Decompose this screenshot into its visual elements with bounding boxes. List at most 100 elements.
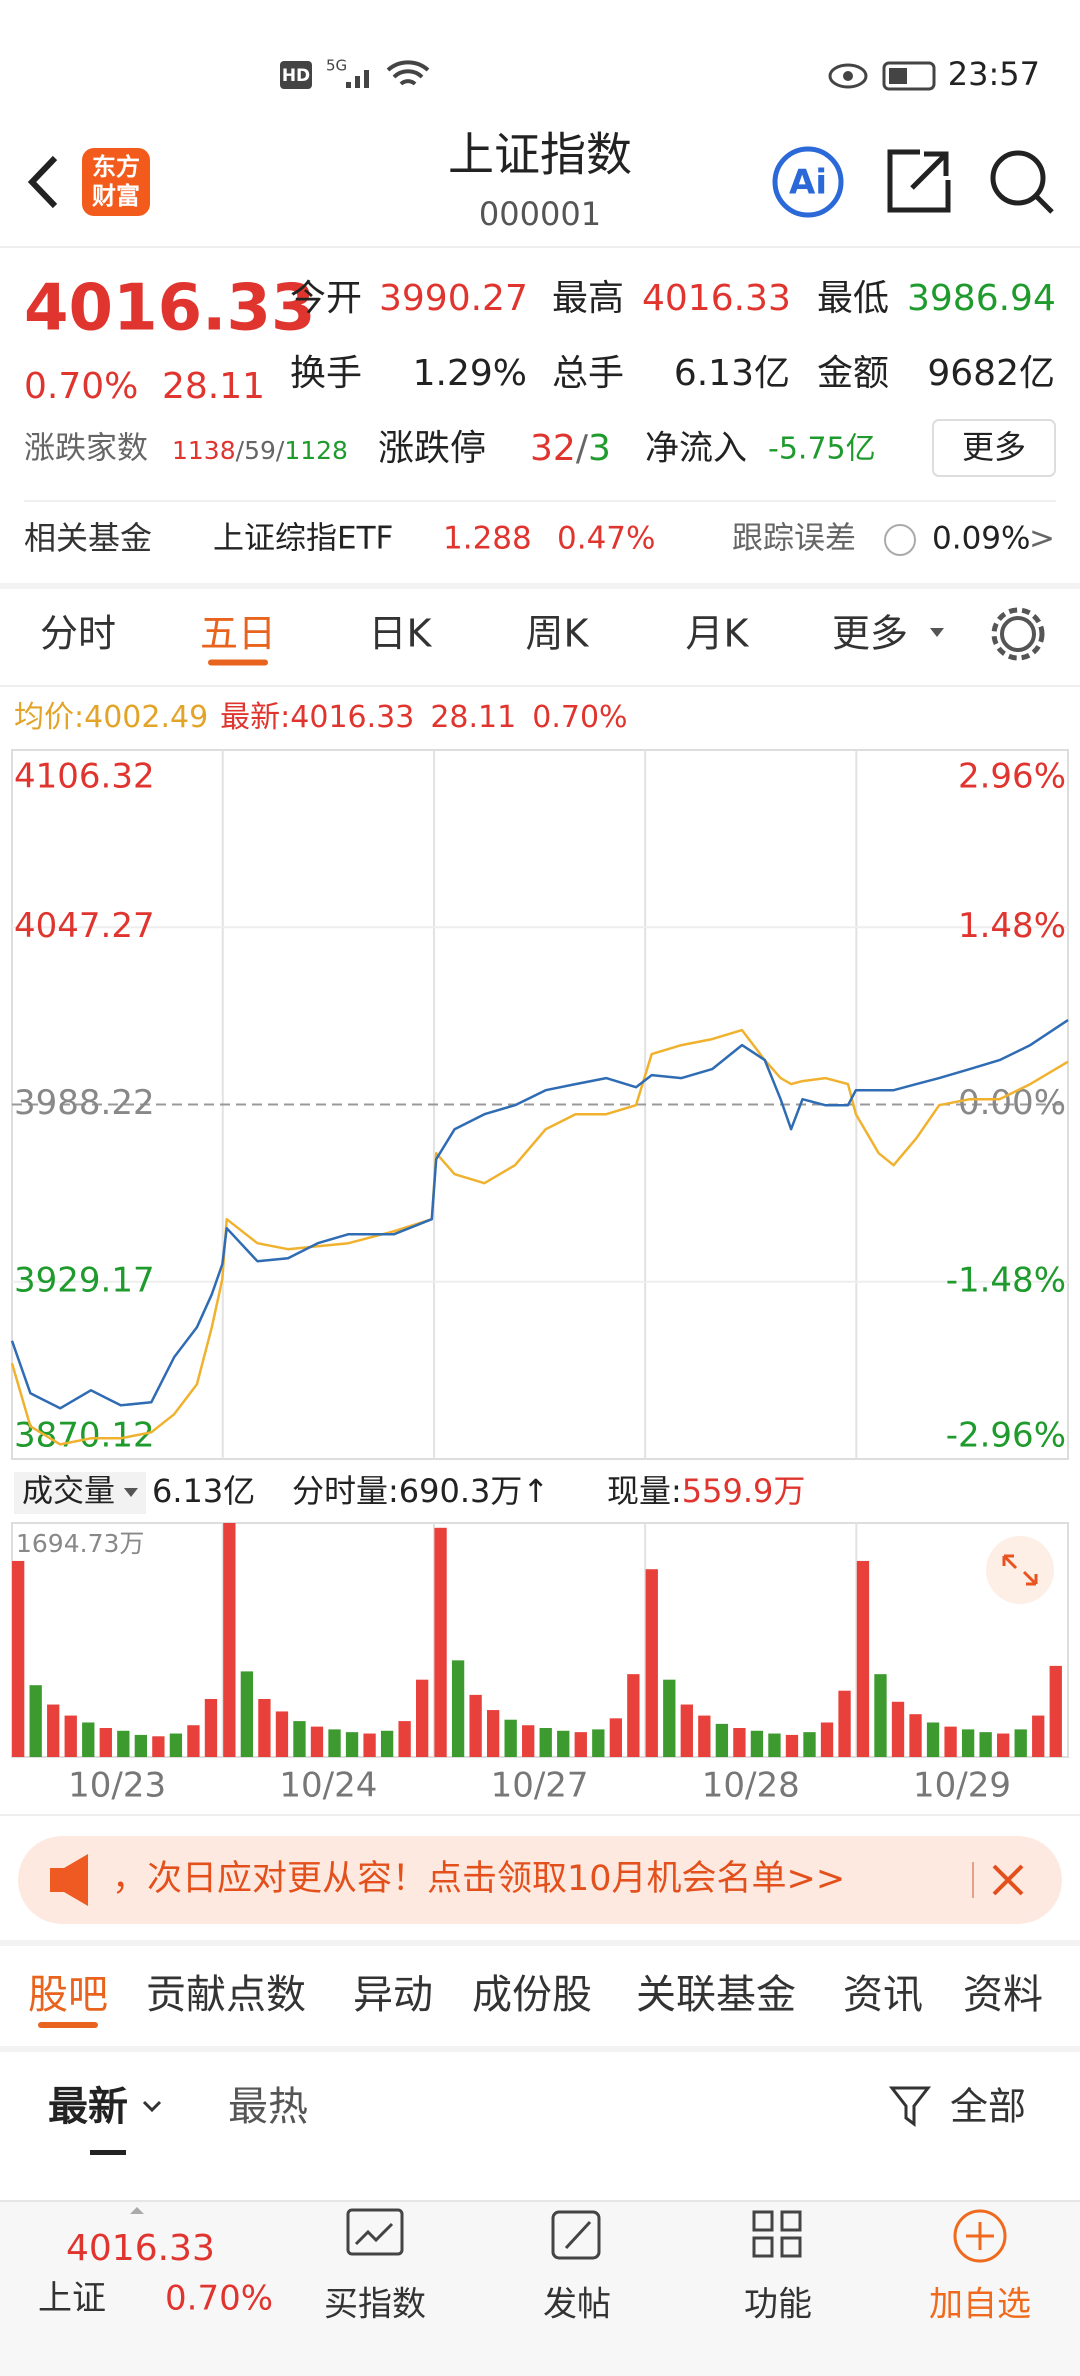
volume-bar [486, 1710, 500, 1757]
dropdown-arrow [930, 628, 944, 637]
flat-count: 59 [244, 436, 276, 465]
period-tab[interactable]: 周K [526, 612, 590, 656]
volume-bar [82, 1722, 95, 1757]
divider [24, 500, 1056, 502]
hd-text: HD [282, 66, 310, 86]
settings-button[interactable] [1000, 616, 1036, 652]
period-tab[interactable]: 五日 [200, 612, 276, 656]
breadth-label: 涨跌家数 [24, 431, 148, 467]
volume-bar [64, 1715, 77, 1757]
section-gap [0, 583, 1080, 589]
divider [0, 685, 1080, 687]
buy-icon [346, 2208, 404, 2256]
volume-bar [345, 1732, 359, 1757]
limit-values: 32/3 [530, 428, 611, 469]
promo-banner[interactable]: ，次日应对更从容！点击领取10月机会名单>> [18, 1836, 1062, 1924]
divider [0, 1814, 1080, 1816]
close-button[interactable] [992, 1864, 1024, 1896]
filter-icon[interactable] [888, 2086, 932, 2127]
period-tab[interactable]: 日K [369, 612, 433, 656]
nav-item[interactable]: 买指数 [324, 2285, 426, 2325]
volume-bar [134, 1734, 148, 1757]
share-button[interactable] [887, 149, 951, 213]
volume-bar [310, 1726, 324, 1757]
content-tab[interactable]: 资料 [963, 1972, 1043, 2018]
volume-header: 成交量 6.13亿 分时量:690.3万↑ 现量:559.9万 [14, 1472, 805, 1514]
y2-tick-label: -1.48% [946, 1260, 1066, 1300]
content-tab[interactable]: 异动 [353, 1972, 433, 2018]
x-tick-label: 10/29 [913, 1766, 1011, 1806]
volume-bar [258, 1699, 271, 1757]
content-tab[interactable]: 关联基金 [636, 1972, 796, 2018]
battery-level [889, 68, 907, 84]
logo-text: 财富 [92, 182, 140, 210]
nav-item[interactable]: 加自选 [929, 2285, 1031, 2325]
volume-bar [785, 1734, 799, 1757]
volume-selector[interactable] [14, 1472, 146, 1514]
content-tab[interactable]: 成份股 [472, 1972, 592, 2018]
volume-bar [645, 1569, 658, 1757]
post-icon-pen [564, 2220, 592, 2250]
volume-bar [663, 1679, 676, 1757]
help-icon[interactable] [884, 524, 916, 556]
network-text: 5G [326, 57, 347, 75]
volume-total: 6.13亿 [152, 1472, 255, 1510]
search-button[interactable] [990, 150, 1046, 206]
y-tick-label: 1694.73万 [16, 1529, 144, 1558]
filter-text[interactable]: 全部 [950, 2085, 1026, 2129]
current-value: 559.9万 [682, 1472, 806, 1510]
content-tab[interactable]: 贡献点数 [146, 1972, 306, 2018]
ai-button[interactable] [772, 146, 844, 218]
nav-price[interactable]: 4016.33 [66, 2228, 215, 2269]
price-line [10, 1028, 1069, 1446]
nav-item[interactable]: 功能 [744, 2285, 812, 2325]
search-handle [1034, 194, 1054, 214]
last-price: 4016.33 [24, 272, 316, 346]
app-logo [82, 148, 150, 216]
y2-tick-label: 1.48% [958, 906, 1066, 946]
battery-icon [882, 61, 936, 91]
more-button[interactable] [932, 419, 1056, 477]
buy-icon-line [354, 2222, 394, 2246]
nav-border [0, 2200, 1080, 2202]
status-bar: HD 5G 23:57 [280, 55, 1040, 93]
volume-bar [415, 1679, 429, 1757]
feed-tab[interactable]: 最热 [228, 2084, 308, 2130]
ai-text: Ai [789, 163, 827, 203]
field-value: 9682亿 [927, 353, 1055, 394]
limit-label: 涨跌停 [378, 428, 486, 469]
volume-bar [609, 1718, 622, 1757]
volume-bar [557, 1730, 570, 1757]
latest-label: 最新: [220, 700, 290, 735]
quote-panel: 4016.33 0.70% 28.11 今开 3990.27 最高 4016.3… [24, 272, 1056, 477]
volume-bar [328, 1729, 341, 1757]
eye-pupil [843, 71, 853, 81]
volume-bar [152, 1736, 165, 1757]
active-underline [38, 2022, 98, 2028]
period-tab[interactable]: 月K [686, 612, 750, 656]
separator: / [276, 436, 285, 465]
inflow-label: 净流入 [645, 429, 747, 469]
back-button[interactable] [27, 155, 58, 209]
volume-bar [29, 1685, 42, 1757]
expand-button[interactable] [986, 1536, 1054, 1604]
header: 东方 财富 上证指数 000001 Ai [27, 128, 1054, 233]
expand-icon [1002, 1554, 1038, 1586]
field-value: 3986.94 [907, 278, 1056, 319]
volume-bar [680, 1704, 693, 1757]
content-tab[interactable]: 股吧 [28, 1972, 108, 2018]
period-tab[interactable]: 分时 [40, 612, 116, 656]
volume-bar [733, 1728, 746, 1757]
y-tick-label: 3988.22 [14, 1083, 155, 1123]
nav-item[interactable]: 发帖 [543, 2285, 611, 2325]
volume-bar [539, 1728, 552, 1757]
avg-label: 均价: [14, 700, 84, 735]
volume-bar [275, 1711, 289, 1757]
field-label: 总手 [552, 353, 624, 394]
period-tab[interactable]: 更多 [832, 612, 908, 656]
related-fund-row[interactable]: 相关基金 上证综指ETF 1.288 0.47% 跟踪误差 0.09% > [24, 519, 1055, 557]
content-tab[interactable]: 资讯 [843, 1972, 923, 2018]
tick-volume: 分时量:690.3万↑ [292, 1472, 549, 1510]
feed-tab-active[interactable]: 最新 [48, 2084, 128, 2130]
